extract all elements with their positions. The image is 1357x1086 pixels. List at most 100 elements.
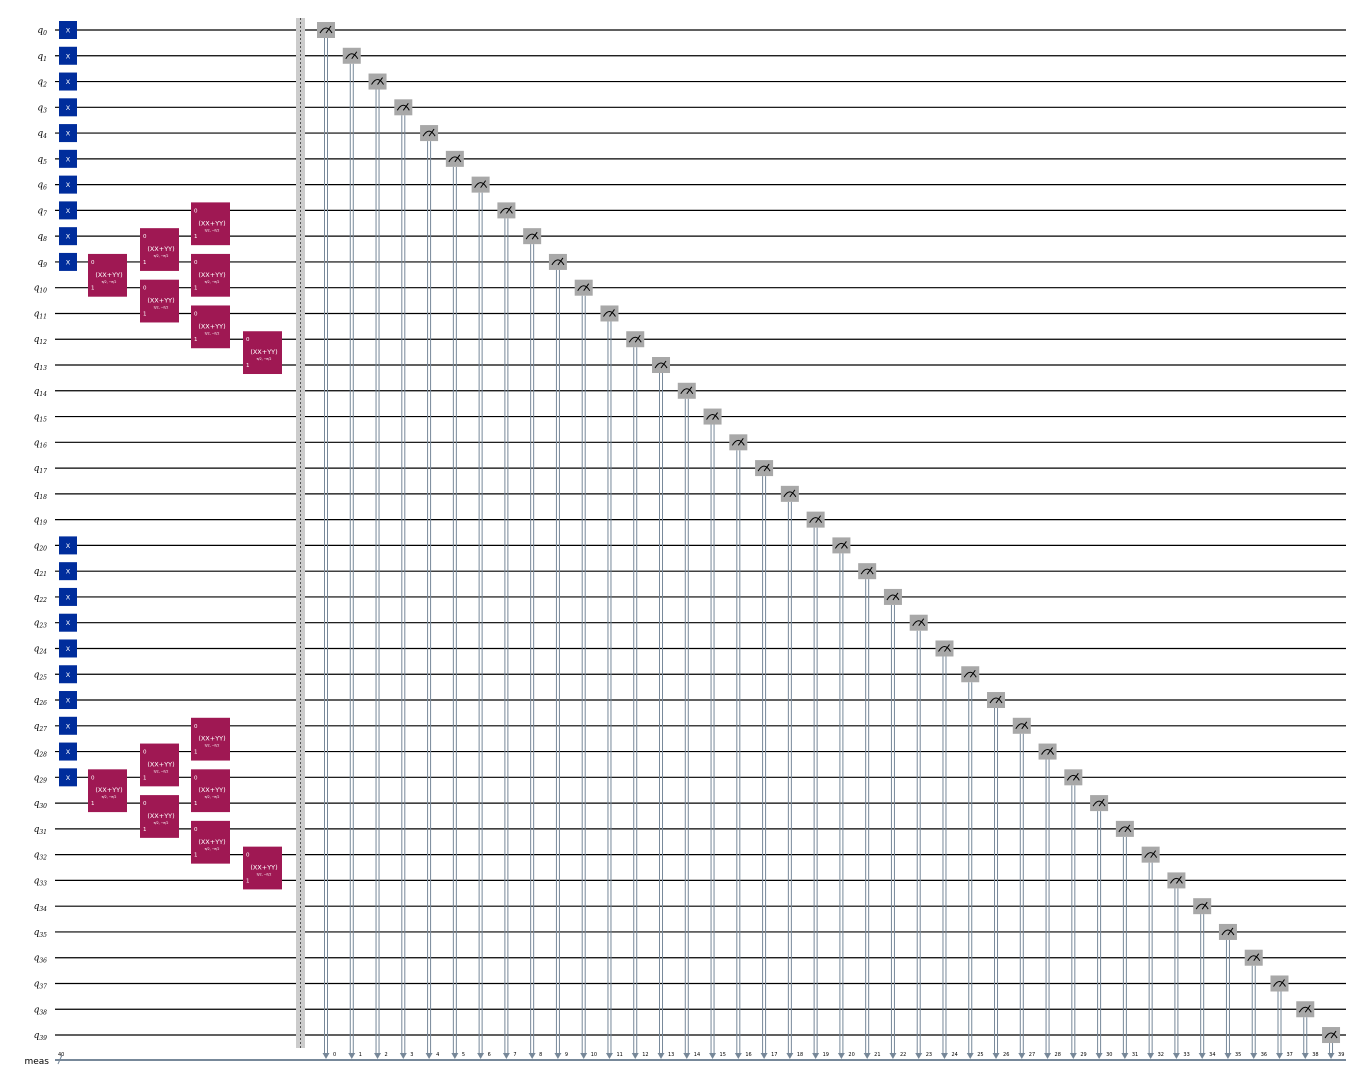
port-label: 0: [194, 827, 198, 833]
measure-gate: 17: [755, 460, 777, 1059]
meter-needle: [995, 695, 1002, 704]
measure-arrow: [786, 1053, 794, 1059]
port-label: 1: [246, 363, 250, 369]
port-label: 0: [194, 775, 198, 781]
measure-gate: 10: [574, 279, 597, 1059]
measure-gate: 31: [1115, 820, 1138, 1059]
xx-plus-yy-gate-box: [243, 331, 282, 375]
meter-icon: [654, 362, 668, 369]
meter-needle: [402, 103, 409, 111]
qubit-label: q15: [34, 413, 48, 424]
measure-arrow: [451, 1053, 459, 1059]
meter-icon: [499, 207, 513, 214]
meter-icon: [448, 156, 462, 163]
x-gate-box: [59, 665, 77, 684]
meter-needle: [1150, 850, 1157, 858]
meter-icon: [938, 645, 951, 652]
measure-gate: 11: [600, 305, 623, 1059]
meter-needle: [660, 360, 667, 369]
meter-needle: [1047, 747, 1053, 755]
measure-gate: 9: [548, 253, 568, 1059]
measure-arrow: [1147, 1053, 1155, 1059]
port-label: 0: [246, 853, 250, 859]
xx-plus-yy-gate: 0 1 (XX+YY)π/2, −π/2: [140, 795, 179, 838]
measure-arrow: [425, 1053, 433, 1059]
measure-gate: 7: [497, 202, 517, 1059]
x-gate: X: [59, 691, 77, 710]
port-label: 1: [194, 853, 198, 859]
measure-arrow: [1044, 1053, 1052, 1059]
meter-needle: [480, 180, 487, 188]
qubit-label: q18: [34, 490, 48, 501]
meter-icon: [525, 233, 539, 240]
x-gate: X: [59, 149, 77, 168]
meter-icon: [396, 104, 410, 111]
x-gate-label: X: [66, 542, 71, 550]
register-slash: [57, 1054, 63, 1065]
measure-gate: 29: [1064, 769, 1087, 1059]
xx-plus-yy-gate-label: (XX+YY): [198, 271, 225, 279]
qubit-label: q14: [34, 387, 48, 398]
xx-plus-yy-gate-params: π/2, −π/2: [205, 795, 220, 799]
xx-plus-yy-gate-params: π/2, −π/2: [154, 821, 169, 825]
measure-box: [317, 22, 335, 38]
xx-plus-yy-gate-params: π/2, −π/2: [205, 228, 220, 232]
measure-gate: 15: [703, 408, 726, 1059]
meter-icon: [1144, 852, 1158, 858]
x-gate: X: [59, 587, 77, 606]
measure-gate: 36: [1244, 949, 1267, 1059]
meter-icon: [551, 259, 565, 266]
measure-bit-index: 36: [1261, 1052, 1267, 1058]
measure-gate: 27: [1012, 717, 1035, 1059]
meter-needle: [866, 566, 873, 575]
measure-arrow: [1301, 1053, 1309, 1059]
xx-plus-yy-gate-label: (XX+YY): [147, 297, 174, 305]
xx-plus-yy-gate-params: π/2, −π/2: [257, 873, 272, 877]
qubit-label: q2: [37, 78, 47, 89]
qubit-label: q24: [34, 644, 48, 655]
measure-box: [342, 47, 361, 64]
measure-arrow: [1069, 1053, 1077, 1059]
measure-gate: 22: [883, 588, 906, 1059]
meter-icon: [1118, 826, 1132, 833]
measure-box: [961, 666, 980, 683]
qubit-label: q7: [37, 206, 47, 217]
port-label: 0: [91, 260, 95, 266]
x-gate: X: [59, 665, 77, 684]
xx-plus-yy-gate-box: [191, 253, 230, 297]
qubit-label: q34: [34, 902, 48, 913]
port-label: 0: [246, 337, 250, 343]
measure-bit-index: 34: [1209, 1052, 1215, 1058]
measure-arrow: [812, 1053, 820, 1059]
measure-box: [832, 537, 851, 554]
xx-plus-yy-gate-label: (XX+YY): [198, 838, 225, 846]
meter-needle: [1176, 876, 1182, 884]
x-gate-box: [59, 691, 77, 710]
measure-box: [445, 150, 464, 167]
qubit-label: q20: [34, 541, 48, 552]
meter-needle: [377, 77, 383, 85]
measure-box: [780, 485, 799, 502]
xx-plus-yy-gate-params: π/2, −π/2: [205, 280, 220, 284]
measure-arrow: [1198, 1053, 1206, 1059]
measure-gate: 34: [1193, 898, 1216, 1059]
measure-arrow: [1275, 1053, 1283, 1059]
measure-gate: 16: [729, 434, 752, 1059]
port-label: 1: [91, 286, 95, 292]
x-gate: X: [59, 252, 77, 271]
x-gate-box: [59, 227, 77, 246]
measure-bit-index: 10: [591, 1052, 597, 1058]
port-label: 1: [91, 801, 95, 807]
measure-gate: 35: [1218, 923, 1241, 1059]
meter-needle: [840, 541, 847, 549]
x-gate-label: X: [66, 181, 71, 189]
x-gate-box: [59, 562, 77, 581]
measure-arrow: [631, 1053, 639, 1059]
xx-plus-yy-gate-label: (XX+YY): [95, 786, 122, 794]
xx-plus-yy-gate: 0 1 (XX+YY)π/2, −π/2: [88, 253, 127, 297]
port-label: 0: [143, 801, 147, 807]
meter-needle: [1021, 721, 1028, 730]
meter-icon: [757, 465, 771, 472]
measure-bit-index: 35: [1235, 1052, 1241, 1058]
